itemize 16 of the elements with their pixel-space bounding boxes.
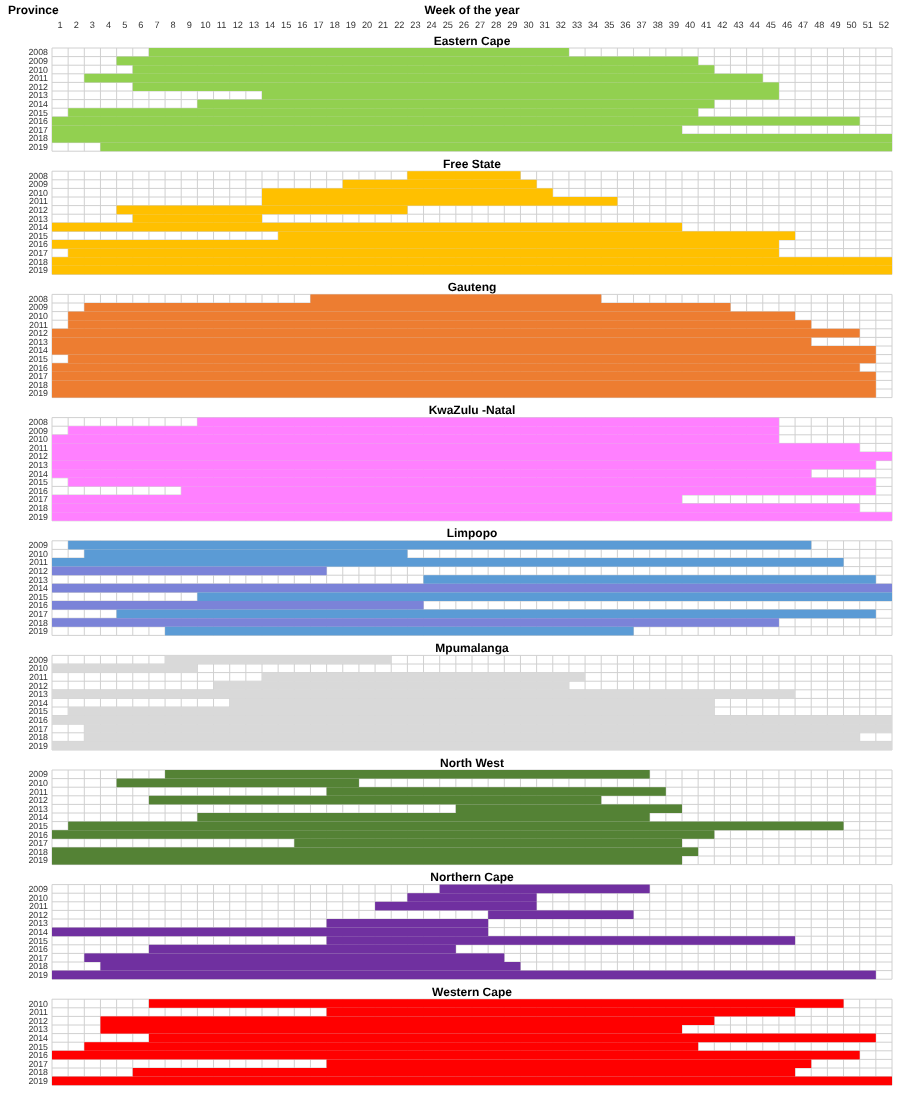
- bar: [116, 609, 876, 619]
- bar: [52, 566, 327, 576]
- bar: [165, 626, 634, 636]
- bar: [148, 999, 844, 1008]
- bar: [52, 371, 876, 381]
- bar: [52, 1050, 860, 1060]
- bar: [52, 970, 876, 980]
- bar: [52, 583, 892, 593]
- bar: [52, 116, 860, 126]
- bar: [52, 618, 779, 627]
- bar: [52, 601, 424, 610]
- bar: [423, 575, 876, 584]
- bar: [52, 328, 860, 338]
- bar: [52, 257, 892, 266]
- bar: [68, 540, 812, 550]
- bar: [197, 592, 892, 601]
